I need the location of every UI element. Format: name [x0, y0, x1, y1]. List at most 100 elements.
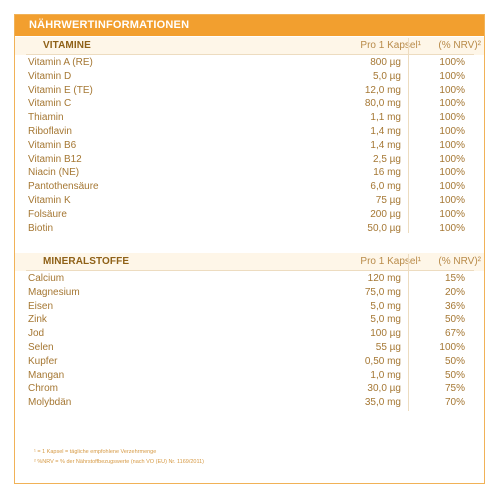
vitamins-row: Vitamin B12 2,5 µg 100% — [0, 153, 500, 167]
vitamins-row: Vitamin C 80,0 mg 100% — [0, 97, 500, 111]
vitamins-row: Vitamin K 75 µg 100% — [0, 194, 500, 208]
amount-per-capsule: 0,50 mg — [364, 355, 401, 367]
vitamins-row: Niacin (NE) 16 mg 100% — [0, 166, 500, 180]
minerals-row: Kupfer 0,50 mg 50% — [0, 355, 500, 369]
amount-per-capsule: 75 µg — [375, 194, 401, 206]
minerals-row: Chrom 30,0 µg 75% — [0, 382, 500, 396]
amount-per-capsule: 2,5 µg — [372, 153, 401, 165]
nrv-percent: 100% — [439, 70, 465, 82]
nrv-percent: 100% — [439, 84, 465, 96]
minerals-row: Eisen 5,0 mg 36% — [0, 300, 500, 314]
nutrient-name: Vitamin B12 — [28, 153, 82, 165]
nutrient-name: Jod — [28, 328, 45, 340]
vitamins-header-row: VITAMINE Pro 1 Kapsel¹ (% NRV)² — [15, 37, 484, 55]
minerals-column-divider — [408, 254, 409, 411]
minerals-row: Zink 5,0 mg 50% — [0, 313, 500, 327]
nutrient-name: Thiamin — [28, 112, 64, 124]
amount-per-capsule: 55 µg — [375, 341, 401, 353]
nrv-percent: 100% — [439, 153, 465, 165]
amount-per-capsule: 12,0 mg — [364, 84, 401, 96]
minerals-nrv-header: (% NRV)² — [438, 256, 481, 267]
nutrient-name: Molybdän — [28, 397, 72, 409]
vitamins-row: Folsäure 200 µg 100% — [0, 208, 500, 222]
nutrient-name: Riboflavin — [28, 125, 72, 137]
nutrient-name: Vitamin D — [28, 70, 72, 82]
vitamins-row: Vitamin D 5,0 µg 100% — [0, 70, 500, 84]
nutrient-name: Folsäure — [28, 208, 67, 220]
amount-per-capsule: 50,0 µg — [367, 222, 401, 234]
nutrition-panel — [14, 14, 485, 484]
amount-per-capsule: 5,0 mg — [370, 300, 401, 312]
nutrient-name: Vitamin B6 — [28, 139, 77, 151]
nrv-percent: 100% — [439, 57, 465, 68]
nrv-percent: 50% — [444, 314, 465, 326]
nrv-percent: 50% — [444, 355, 465, 367]
nrv-percent: 100% — [439, 98, 465, 110]
nutrient-name: Vitamin A (RE) — [28, 57, 93, 68]
amount-per-capsule: 800 µg — [370, 57, 401, 68]
amount-per-capsule: 120 mg — [367, 273, 401, 284]
nrv-percent: 100% — [439, 181, 465, 193]
nrv-percent: 20% — [444, 286, 465, 298]
minerals-row: Mangan 1,0 mg 50% — [0, 369, 500, 383]
amount-per-capsule: 100 µg — [370, 328, 401, 340]
nutrient-name: Vitamin E (TE) — [28, 84, 93, 96]
nrv-percent: 100% — [439, 112, 465, 124]
vitamins-heading: VITAMINE — [43, 40, 91, 51]
vitamins-column-divider — [408, 38, 409, 233]
amount-per-capsule: 200 µg — [370, 208, 401, 220]
vitamins-table: Vitamin A (RE) 800 µg 100% Vitamin D 5,0 µg 1… — [0, 56, 500, 235]
nutrient-name: Niacin (NE) — [28, 167, 80, 179]
nrv-percent: 100% — [439, 139, 465, 151]
amount-per-capsule: 75,0 mg — [364, 286, 401, 298]
nutrient-name: Zink — [28, 314, 47, 326]
nutrient-name: Vitamin K — [28, 194, 71, 206]
nrv-percent: 100% — [439, 208, 465, 220]
vitamins-row: Biotin 50,0 µg 100% — [0, 222, 500, 236]
nutrient-name: Calcium — [28, 273, 65, 284]
amount-per-capsule: 1,1 mg — [370, 112, 401, 124]
nutrient-name: Mangan — [28, 369, 65, 381]
nutrient-name: Vitamin C — [28, 98, 72, 110]
nutrient-name: Chrom — [28, 383, 59, 395]
nutrient-name: Magnesium — [28, 286, 80, 298]
amount-per-capsule: 30,0 µg — [367, 383, 401, 395]
nutrient-name: Pantothensäure — [28, 181, 99, 193]
nrv-percent: 67% — [444, 328, 465, 340]
vitamins-row: Vitamin B6 1,4 mg 100% — [0, 139, 500, 153]
footnote-2: ² %NRV = % der Nährstoffbezugswerte (nac… — [34, 459, 205, 465]
nrv-percent: 36% — [444, 300, 465, 312]
vitamins-nrv-header: (% NRV)² — [438, 40, 481, 51]
vitamins-row: Vitamin A (RE) 800 µg 100% — [0, 56, 500, 70]
minerals-table: Calcium 120 mg 15% Magnesium 75,0 mg 20% Eisen… — [0, 272, 500, 410]
nutrient-name: Eisen — [28, 300, 54, 312]
panel-title: NÄHRWERTINFORMATIONEN — [15, 15, 484, 36]
nutrient-name: Kupfer — [28, 355, 58, 367]
minerals-header-row: MINERALSTOFFE Pro 1 Kapsel¹ (% NRV)² — [15, 253, 484, 271]
amount-per-capsule: 6,0 mg — [370, 181, 401, 193]
nrv-percent: 100% — [439, 341, 465, 353]
nrv-percent: 70% — [444, 397, 465, 409]
minerals-row: Calcium 120 mg 15% — [0, 272, 500, 286]
amount-per-capsule: 5,0 µg — [372, 70, 401, 82]
nrv-percent: 50% — [444, 369, 465, 381]
nrv-percent: 100% — [439, 222, 465, 234]
vitamins-divider — [26, 54, 474, 55]
footnote-1: ¹ = 1 Kapsel = tägliche empfohlene Verze… — [34, 449, 157, 455]
minerals-amount-header: Pro 1 Kapsel¹ — [360, 256, 421, 267]
minerals-row: Selen 55 µg 100% — [0, 341, 500, 355]
amount-per-capsule: 35,0 mg — [364, 397, 401, 409]
amount-per-capsule: 1,4 mg — [370, 125, 401, 137]
nrv-percent: 15% — [444, 273, 465, 284]
amount-per-capsule: 5,0 mg — [370, 314, 401, 326]
footnotes: ¹ = 1 Kapsel = tägliche empfohlene Verze… — [34, 447, 204, 467]
amount-per-capsule: 1,4 mg — [370, 139, 401, 151]
vitamins-row: Vitamin E (TE) 12,0 mg 100% — [0, 84, 500, 98]
vitamins-row: Thiamin 1,1 mg 100% — [0, 111, 500, 125]
vitamins-row: Pantothensäure 6,0 mg 100% — [0, 180, 500, 194]
nrv-percent: 75% — [444, 383, 465, 395]
vitamins-row: Riboflavin 1,4 mg 100% — [0, 125, 500, 139]
nutrient-name: Selen — [28, 341, 54, 353]
minerals-row: Magnesium 75,0 mg 20% — [0, 286, 500, 300]
minerals-row: Jod 100 µg 67% — [0, 327, 500, 341]
